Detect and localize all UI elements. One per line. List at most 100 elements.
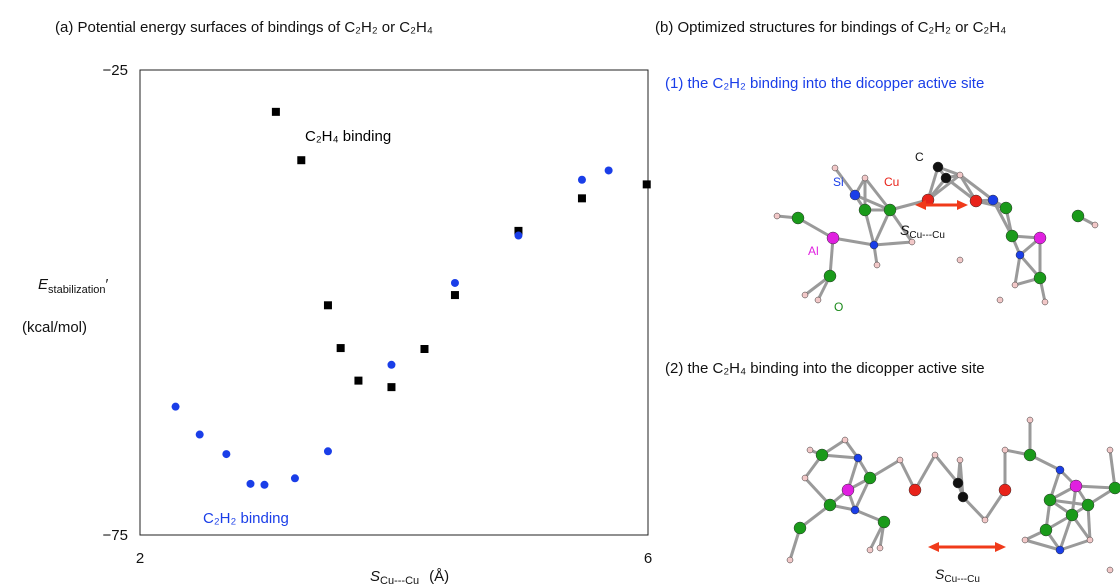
atom xyxy=(988,195,998,205)
distance-label: SCu---Cu xyxy=(900,222,945,241)
point xyxy=(605,166,613,174)
atom xyxy=(957,172,963,178)
point xyxy=(297,156,305,164)
point xyxy=(514,232,522,240)
caption-1: (1) the C₂H₂ binding into the dicopper a… xyxy=(665,75,984,92)
atom xyxy=(816,449,828,461)
x-symbol: S xyxy=(370,568,380,585)
atom xyxy=(850,190,860,200)
arrow-head xyxy=(928,542,939,552)
bond xyxy=(1015,255,1020,285)
atom xyxy=(953,478,963,488)
atom-label: C xyxy=(915,150,924,164)
point xyxy=(387,361,395,369)
atom xyxy=(884,204,896,216)
atom xyxy=(862,175,868,181)
y-tick-label: −25 xyxy=(103,62,128,79)
atom xyxy=(851,506,859,514)
point xyxy=(451,279,459,287)
atom xyxy=(832,165,838,171)
atom xyxy=(854,454,862,462)
distance-subscript: Cu---Cu xyxy=(909,230,945,241)
atom xyxy=(787,557,793,563)
atom xyxy=(1034,232,1046,244)
point xyxy=(354,377,362,385)
atom xyxy=(999,484,1011,496)
atom xyxy=(1066,509,1078,521)
atom xyxy=(933,162,943,172)
atom xyxy=(909,484,921,496)
y-subscript: stabilization xyxy=(48,284,105,296)
x-subscript: Cu---Cu xyxy=(380,575,419,585)
atom xyxy=(842,437,848,443)
chart-title: (a) Potential energy surfaces of binding… xyxy=(55,19,433,36)
atom xyxy=(842,484,854,496)
atom xyxy=(1000,202,1012,214)
atom xyxy=(1002,447,1008,453)
x-tick-label: 6 xyxy=(644,550,652,567)
plot-frame xyxy=(140,70,648,535)
atom-label: O xyxy=(834,300,843,314)
x-axis-label: SCu---Cu (Å) xyxy=(370,568,449,585)
atom xyxy=(1107,567,1113,573)
atom-label: Cu xyxy=(884,175,899,189)
atom xyxy=(1024,449,1036,461)
x-unit: (Å) xyxy=(429,568,449,585)
distance-subscript: Cu---Cu xyxy=(944,574,980,585)
point xyxy=(451,291,459,299)
y-axis-label: Estabilization′ xyxy=(38,276,109,296)
y-axis-unit: (kcal/mol) xyxy=(22,319,87,336)
atom xyxy=(864,472,876,484)
atom xyxy=(970,195,982,207)
point xyxy=(222,450,230,458)
point xyxy=(291,474,299,482)
point xyxy=(337,344,345,352)
atom xyxy=(794,522,806,534)
x-tick-label: 2 xyxy=(136,550,144,567)
point xyxy=(260,481,268,489)
atom xyxy=(958,492,968,502)
distance-label: SCu---Cu xyxy=(935,566,980,585)
atom xyxy=(897,457,903,463)
point xyxy=(324,301,332,309)
atom xyxy=(878,516,890,528)
point xyxy=(643,180,651,188)
atom xyxy=(827,232,839,244)
point xyxy=(246,480,254,488)
atom xyxy=(957,257,963,263)
atom xyxy=(824,499,836,511)
atom xyxy=(802,292,808,298)
point xyxy=(172,403,180,411)
atom xyxy=(1107,447,1113,453)
panel-b-title: (b) Optimized structures for bindings of… xyxy=(655,19,1006,36)
atom xyxy=(874,262,880,268)
atom xyxy=(1056,466,1064,474)
point xyxy=(324,447,332,455)
atom-label: Si xyxy=(833,175,844,189)
atom xyxy=(1056,546,1064,554)
series-label: C₂H₄ binding xyxy=(305,128,391,145)
atom xyxy=(932,452,938,458)
atom xyxy=(1027,417,1033,423)
series-label: C₂H₂ binding xyxy=(203,510,289,527)
atom xyxy=(824,270,836,282)
point xyxy=(196,431,204,439)
atom xyxy=(1040,524,1052,536)
arrow-head xyxy=(957,200,968,210)
point xyxy=(578,194,586,202)
atom xyxy=(1016,251,1024,259)
caption-2: (2) the C₂H₄ binding into the dicopper a… xyxy=(665,360,985,377)
atom xyxy=(1072,210,1084,222)
atom xyxy=(815,297,821,303)
atom xyxy=(859,204,871,216)
atom xyxy=(870,241,878,249)
atom xyxy=(1022,537,1028,543)
arrow-head xyxy=(995,542,1006,552)
atom xyxy=(802,475,808,481)
atom-label: Al xyxy=(808,244,819,258)
atom xyxy=(982,517,988,523)
atom xyxy=(1082,499,1094,511)
atom xyxy=(1042,299,1048,305)
atom xyxy=(867,547,873,553)
atom xyxy=(1087,537,1093,543)
